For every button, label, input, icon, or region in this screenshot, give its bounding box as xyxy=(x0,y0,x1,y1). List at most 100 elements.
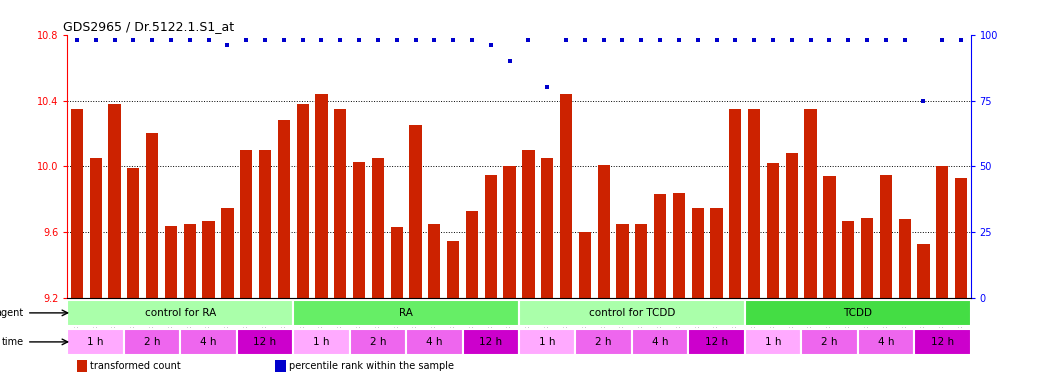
Text: agent: agent xyxy=(0,308,24,318)
Point xyxy=(916,98,932,104)
Text: 4 h: 4 h xyxy=(200,337,217,347)
Bar xyxy=(823,176,836,298)
Point xyxy=(182,37,198,43)
Point xyxy=(539,84,555,90)
Point xyxy=(370,37,386,43)
Bar xyxy=(409,125,421,298)
Point xyxy=(407,37,424,43)
Point xyxy=(802,37,819,43)
Point xyxy=(614,37,631,43)
Text: 2 h: 2 h xyxy=(821,337,838,347)
Bar xyxy=(372,158,384,298)
Bar xyxy=(463,329,519,355)
Bar xyxy=(165,226,177,298)
Bar xyxy=(955,178,967,298)
Point xyxy=(295,37,311,43)
Bar xyxy=(899,219,910,298)
Point xyxy=(858,37,875,43)
Text: TCDD: TCDD xyxy=(843,308,872,318)
Point xyxy=(313,37,330,43)
Bar xyxy=(804,109,817,298)
Bar xyxy=(730,109,741,298)
Bar xyxy=(390,227,403,298)
Bar xyxy=(67,300,294,326)
Point xyxy=(163,37,180,43)
Point xyxy=(332,37,349,43)
Point xyxy=(87,37,104,43)
Point xyxy=(765,37,782,43)
Bar xyxy=(67,329,124,355)
Point xyxy=(238,37,254,43)
Bar xyxy=(77,360,87,372)
Bar xyxy=(278,120,290,298)
Bar xyxy=(146,134,158,298)
Bar xyxy=(485,175,497,298)
Text: RA: RA xyxy=(400,308,413,318)
Bar xyxy=(258,150,271,298)
Text: 2 h: 2 h xyxy=(596,337,612,347)
Bar xyxy=(745,300,971,326)
Bar xyxy=(914,329,971,355)
Point xyxy=(934,37,951,43)
Text: 12 h: 12 h xyxy=(705,337,728,347)
Bar xyxy=(918,244,930,298)
Bar xyxy=(857,329,914,355)
Point xyxy=(520,37,537,43)
Bar xyxy=(406,329,463,355)
Bar xyxy=(128,168,139,298)
Point xyxy=(219,42,236,48)
Text: 2 h: 2 h xyxy=(370,337,386,347)
Bar xyxy=(89,158,102,298)
Point xyxy=(144,37,161,43)
Bar xyxy=(635,224,648,298)
Point xyxy=(708,37,725,43)
Bar xyxy=(519,329,575,355)
Bar xyxy=(71,109,83,298)
Bar xyxy=(936,167,949,298)
Point xyxy=(652,37,668,43)
Bar xyxy=(275,360,286,372)
Bar xyxy=(519,300,745,326)
Bar xyxy=(429,224,440,298)
Bar xyxy=(579,232,591,298)
Point xyxy=(445,37,462,43)
Bar xyxy=(353,162,365,298)
Bar xyxy=(466,211,479,298)
Bar xyxy=(598,165,609,298)
Point xyxy=(426,37,442,43)
Bar xyxy=(842,221,854,298)
Point xyxy=(200,37,217,43)
Bar xyxy=(880,175,892,298)
Bar xyxy=(202,221,215,298)
Bar xyxy=(316,94,328,298)
Text: time: time xyxy=(2,337,24,347)
Bar xyxy=(691,208,704,298)
Bar xyxy=(801,329,857,355)
Text: 1 h: 1 h xyxy=(765,337,782,347)
Bar xyxy=(108,104,120,298)
Bar xyxy=(293,329,350,355)
Point xyxy=(746,37,763,43)
Bar xyxy=(767,163,780,298)
Point xyxy=(633,37,650,43)
Point xyxy=(464,37,481,43)
Bar xyxy=(334,109,347,298)
Bar xyxy=(617,224,629,298)
Bar xyxy=(297,104,308,298)
Bar xyxy=(748,109,760,298)
Point xyxy=(69,37,85,43)
Text: 12 h: 12 h xyxy=(480,337,502,347)
Point xyxy=(557,37,574,43)
Bar xyxy=(184,224,196,298)
Point xyxy=(727,37,743,43)
Point xyxy=(388,37,405,43)
Text: 4 h: 4 h xyxy=(652,337,668,347)
Bar xyxy=(861,218,873,298)
Bar xyxy=(688,329,745,355)
Bar xyxy=(541,158,553,298)
Point xyxy=(784,37,800,43)
Bar xyxy=(237,329,294,355)
Text: 4 h: 4 h xyxy=(426,337,442,347)
Point xyxy=(953,37,969,43)
Point xyxy=(877,37,894,43)
